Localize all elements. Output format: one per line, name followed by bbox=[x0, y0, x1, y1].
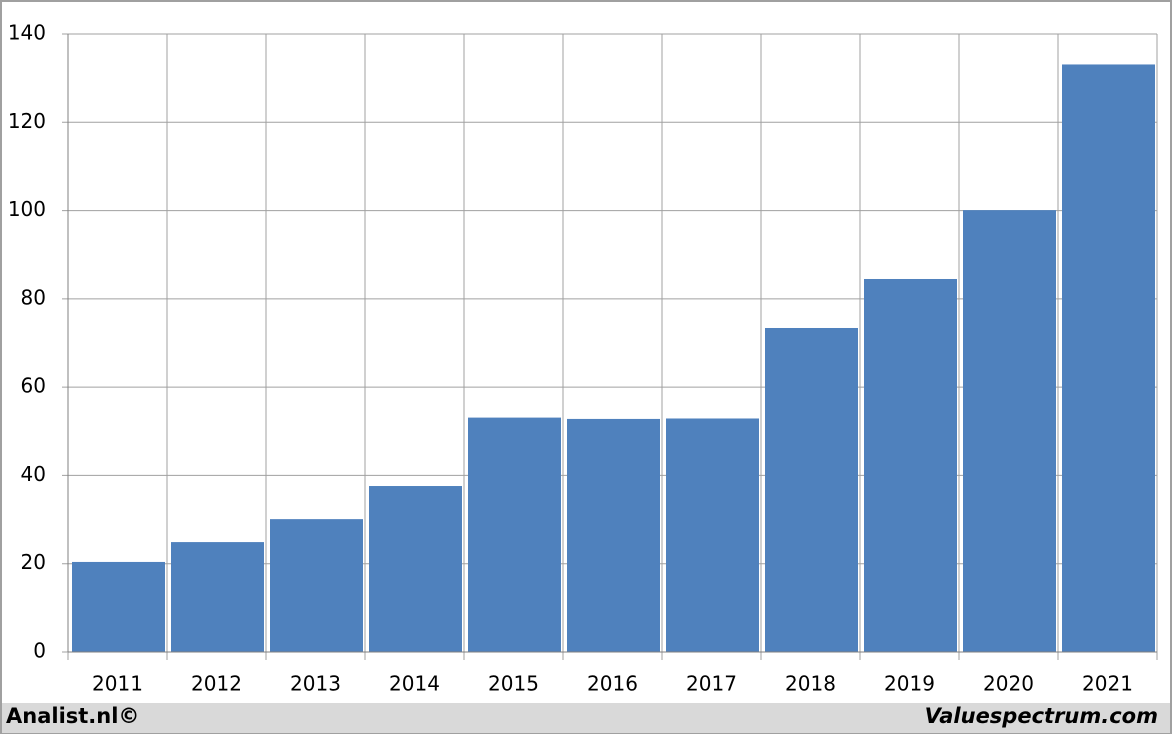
footer-band bbox=[2, 703, 1170, 733]
bar bbox=[765, 327, 858, 652]
footer-left: Analist.nl© bbox=[6, 704, 139, 728]
x-tick-label: 2017 bbox=[686, 672, 737, 696]
footer-right: Valuespectrum.com bbox=[925, 704, 1158, 728]
x-tick-label: 2014 bbox=[389, 672, 440, 696]
bar bbox=[369, 486, 462, 652]
bar bbox=[1062, 64, 1155, 653]
bar bbox=[468, 417, 561, 652]
y-tick-label: 60 bbox=[21, 374, 46, 398]
x-tick-label: 2015 bbox=[488, 672, 539, 696]
y-tick-label: 120 bbox=[8, 109, 46, 133]
bar bbox=[567, 418, 660, 652]
x-tick-label: 2013 bbox=[290, 672, 341, 696]
y-tick-label: 40 bbox=[21, 462, 46, 486]
x-tick-label: 2018 bbox=[785, 672, 836, 696]
bar bbox=[666, 418, 759, 652]
bar bbox=[270, 519, 363, 652]
x-tick-label: 2012 bbox=[191, 672, 242, 696]
y-tick-label: 0 bbox=[33, 639, 46, 663]
y-tick-label: 20 bbox=[21, 550, 46, 574]
y-tick-label: 140 bbox=[8, 21, 46, 45]
bar bbox=[963, 210, 1056, 652]
y-tick-label: 80 bbox=[21, 285, 46, 309]
bar bbox=[864, 278, 957, 652]
bar bbox=[171, 542, 264, 652]
x-tick-label: 2020 bbox=[983, 672, 1034, 696]
x-tick-label: 2021 bbox=[1082, 672, 1133, 696]
x-tick-label: 2019 bbox=[884, 672, 935, 696]
y-tick-label: 100 bbox=[8, 197, 46, 221]
x-tick-label: 2016 bbox=[587, 672, 638, 696]
x-tick-label: 2011 bbox=[92, 672, 143, 696]
bar bbox=[72, 561, 165, 652]
